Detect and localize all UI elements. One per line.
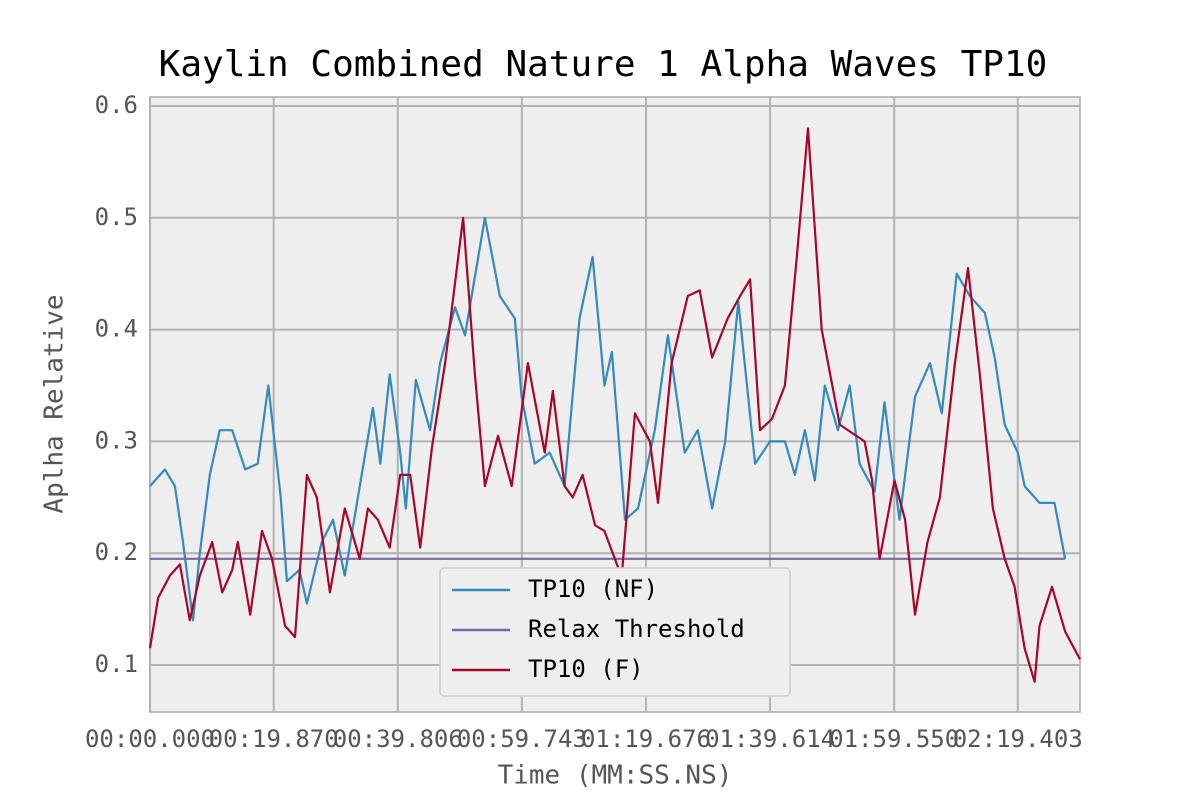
series-line: [149, 216, 1067, 622]
y-tick-label: 0.5: [95, 203, 138, 231]
x-tick-label: 01:19.676: [581, 725, 711, 753]
y-axis-label: Aplha Relative: [40, 294, 70, 513]
x-tick-label: 01:39.614: [705, 725, 835, 753]
x-tick-label: 00:19.870: [209, 725, 339, 753]
legend-label: TP10 (F): [528, 655, 644, 683]
y-tick-label: 0.3: [95, 426, 138, 454]
series-line: [148, 127, 1081, 683]
lines: [148, 127, 1081, 683]
x-axis-label: Time (MM:SS.NS): [498, 761, 733, 791]
x-tick-label: 00:59.743: [457, 725, 587, 753]
y-tick-label: 0.4: [95, 315, 138, 343]
x-tick-label: 00:39.806: [333, 725, 463, 753]
x-tick-label: 00:00.000: [85, 725, 215, 753]
legend-label: TP10 (NF): [528, 575, 658, 603]
y-tick-label: 0.1: [95, 650, 138, 678]
x-tick-label: 02:19.403: [953, 725, 1083, 753]
legend-box: [439, 567, 791, 697]
grid: 0.1 0.2 0.3 0.4 0.5 0.6 00:00.00000:19.87000:3…: [85, 91, 1083, 753]
y-tick-label: 0.2: [95, 538, 138, 566]
legend-label: Relax Threshold: [528, 615, 745, 643]
chart-title: Kaylin Combined Nature 1 Alpha Waves TP1…: [159, 44, 1048, 85]
x-tick-label: 01:59.550: [829, 725, 959, 753]
y-tick-label: 0.6: [95, 91, 138, 119]
legend: TP10 (NF) Relax Threshold TP10 (F): [439, 567, 791, 697]
